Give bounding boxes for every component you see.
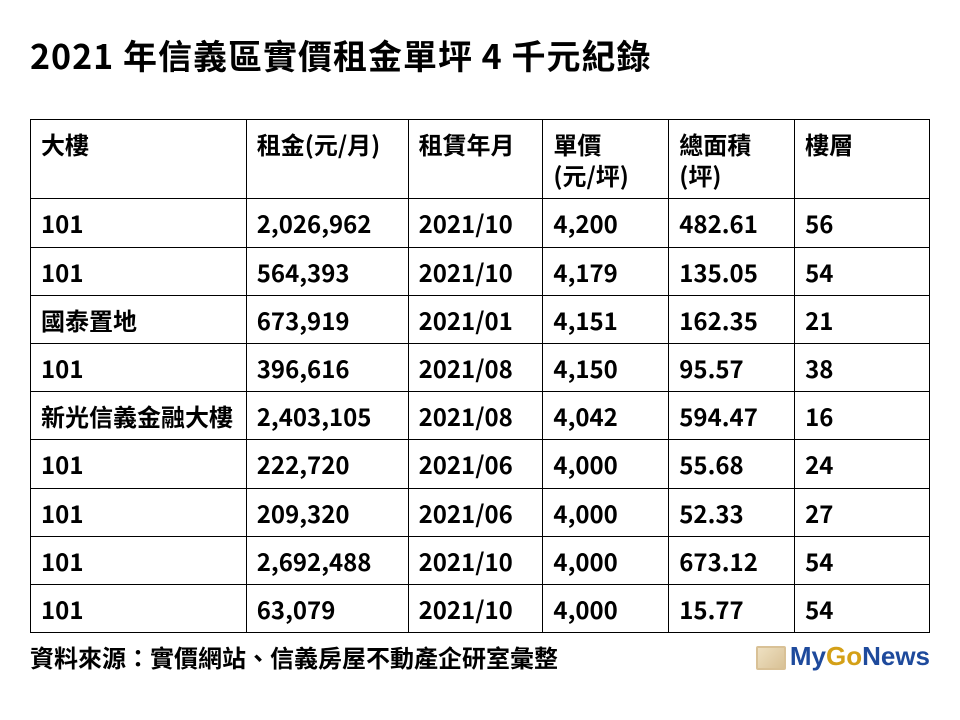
cell-building: 國泰置地 (31, 295, 247, 343)
header-unit-line1: 單價 (553, 126, 601, 161)
cell-unit: 4,000 (543, 584, 669, 632)
watermark-news: News (862, 641, 930, 671)
cell-date: 2021/10 (408, 199, 543, 247)
watermark-icon (754, 642, 784, 672)
cell-floor: 16 (795, 392, 930, 440)
cell-rent: 673,919 (246, 295, 408, 343)
table-row: 101396,6162021/084,15095.5738 (31, 343, 930, 391)
cell-rent: 564,393 (246, 247, 408, 295)
table-header-row: 大樓 租金(元/月) 租賃年月 單價 (元/坪) 總面積 (坪) 樓層 (31, 120, 930, 199)
cell-building: 101 (31, 247, 247, 295)
watermark-my: My (790, 641, 826, 671)
cell-floor: 54 (795, 584, 930, 632)
cell-area: 95.57 (669, 343, 795, 391)
footer-row: 資料來源：實價網站、信義房屋不動產企研室彙整 MyGoNews (30, 639, 930, 674)
cell-unit: 4,200 (543, 199, 669, 247)
header-area-line1: 總面積 (679, 126, 751, 161)
cell-floor: 21 (795, 295, 930, 343)
header-building: 大樓 (31, 120, 247, 199)
cell-floor: 27 (795, 488, 930, 536)
cell-area: 594.47 (669, 392, 795, 440)
cell-area: 55.68 (669, 440, 795, 488)
header-area-line2: (坪) (679, 157, 721, 192)
cell-date: 2021/06 (408, 488, 543, 536)
cell-building: 101 (31, 536, 247, 584)
cell-building: 101 (31, 199, 247, 247)
header-area: 總面積 (坪) (669, 120, 795, 199)
table-row: 1012,026,9622021/104,200482.6156 (31, 199, 930, 247)
cell-unit: 4,150 (543, 343, 669, 391)
cell-unit: 4,000 (543, 488, 669, 536)
table-row: 101564,3932021/104,179135.0554 (31, 247, 930, 295)
cell-date: 2021/01 (408, 295, 543, 343)
header-unit-line2: (元/坪) (553, 157, 628, 192)
table-row: 10163,0792021/104,00015.7754 (31, 584, 930, 632)
table-row: 新光信義金融大樓2,403,1052021/084,042594.4716 (31, 392, 930, 440)
cell-area: 52.33 (669, 488, 795, 536)
page-title: 2021 年信義區實價租金單坪 4 千元紀錄 (30, 30, 930, 79)
cell-area: 15.77 (669, 584, 795, 632)
table-row: 國泰置地673,9192021/014,151162.3521 (31, 295, 930, 343)
header-date: 租賃年月 (408, 120, 543, 199)
cell-unit: 4,042 (543, 392, 669, 440)
cell-area: 162.35 (669, 295, 795, 343)
cell-building: 新光信義金融大樓 (31, 392, 247, 440)
cell-date: 2021/10 (408, 536, 543, 584)
cell-rent: 222,720 (246, 440, 408, 488)
cell-unit: 4,000 (543, 440, 669, 488)
cell-rent: 209,320 (246, 488, 408, 536)
table-row: 1012,692,4882021/104,000673.1254 (31, 536, 930, 584)
cell-date: 2021/10 (408, 584, 543, 632)
header-rent-line1: 租金(元/月) (257, 126, 380, 161)
cell-unit: 4,000 (543, 536, 669, 584)
table-row: 101222,7202021/064,00055.6824 (31, 440, 930, 488)
cell-rent: 63,079 (246, 584, 408, 632)
table-body: 1012,026,9622021/104,200482.6156101564,3… (31, 199, 930, 633)
header-building-line1: 大樓 (41, 126, 89, 161)
cell-floor: 54 (795, 536, 930, 584)
cell-area: 482.61 (669, 199, 795, 247)
cell-date: 2021/08 (408, 392, 543, 440)
header-rent: 租金(元/月) (246, 120, 408, 199)
watermark-text: MyGoNews (790, 641, 930, 672)
cell-floor: 54 (795, 247, 930, 295)
cell-rent: 2,403,105 (246, 392, 408, 440)
cell-date: 2021/06 (408, 440, 543, 488)
watermark-go: Go (826, 641, 862, 671)
cell-building: 101 (31, 488, 247, 536)
cell-floor: 56 (795, 199, 930, 247)
table-row: 101209,3202021/064,00052.3327 (31, 488, 930, 536)
data-source: 資料來源：實價網站、信義房屋不動產企研室彙整 (30, 639, 558, 674)
cell-floor: 38 (795, 343, 930, 391)
header-date-line1: 租賃年月 (419, 126, 515, 161)
cell-area: 673.12 (669, 536, 795, 584)
header-floor-line1: 樓層 (805, 126, 853, 161)
header-floor: 樓層 (795, 120, 930, 199)
cell-date: 2021/08 (408, 343, 543, 391)
cell-rent: 2,026,962 (246, 199, 408, 247)
cell-unit: 4,179 (543, 247, 669, 295)
cell-rent: 396,616 (246, 343, 408, 391)
cell-building: 101 (31, 343, 247, 391)
cell-area: 135.05 (669, 247, 795, 295)
rent-table: 大樓 租金(元/月) 租賃年月 單價 (元/坪) 總面積 (坪) 樓層 1012… (30, 119, 930, 633)
cell-floor: 24 (795, 440, 930, 488)
cell-rent: 2,692,488 (246, 536, 408, 584)
header-unit: 單價 (元/坪) (543, 120, 669, 199)
watermark: MyGoNews (754, 641, 930, 672)
cell-building: 101 (31, 584, 247, 632)
cell-date: 2021/10 (408, 247, 543, 295)
cell-unit: 4,151 (543, 295, 669, 343)
cell-building: 101 (31, 440, 247, 488)
